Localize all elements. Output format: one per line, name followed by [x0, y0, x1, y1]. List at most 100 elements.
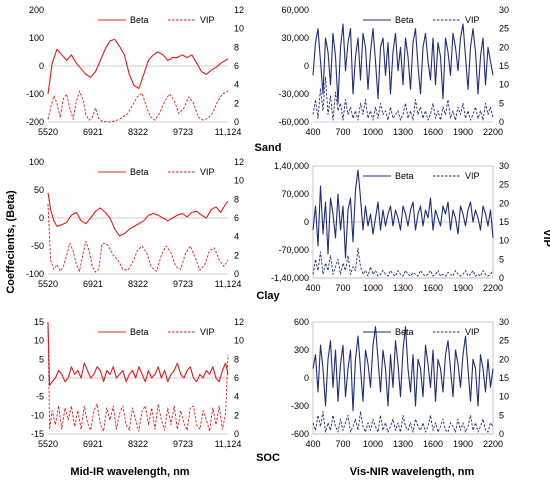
series-line-vip	[312, 411, 494, 433]
y-left-tick-label: -600	[291, 429, 309, 439]
x-tick-label: 400	[305, 283, 320, 293]
x-axis-title-left: Mid-IR wavelength, nm	[70, 466, 189, 478]
y-right-tick-label: 0	[234, 269, 239, 279]
chart-clay-visnir: 1,40,000 70,000 0 -70,000 -1,40,000 30 25 20 15 1…	[271, 161, 509, 293]
x-tick-label: 400	[305, 127, 320, 137]
y-left-tick-label: -5	[36, 392, 44, 402]
x-tick-label: 1900	[453, 283, 473, 293]
y-left-tick-label: -15	[31, 429, 44, 439]
y-left-tick-label: 0	[39, 373, 44, 383]
x-tick-label: 700	[335, 439, 350, 449]
x-tick-label: 11,124	[215, 127, 242, 137]
y-left-tick-label: 100	[29, 33, 44, 43]
y-right-tick-label: 15	[499, 217, 509, 227]
y-right-tick-label: 20	[499, 198, 509, 208]
x-tick-label: 6921	[83, 439, 103, 449]
y-right-tick-label: 0	[234, 117, 239, 127]
y-right-tick-label: 25	[499, 180, 509, 190]
y-right-tick-label: 30	[499, 5, 509, 15]
legend-label-vip: VIP	[200, 15, 215, 25]
y-right-tick-label: 6	[234, 61, 239, 71]
y-left-tick-label: -100	[26, 269, 44, 279]
x-tick-label: 2200	[483, 439, 503, 449]
y-left-tick-label: -70,000	[278, 245, 309, 255]
series-line-vip	[312, 247, 494, 277]
y-right-tick-label: 10	[234, 24, 244, 34]
x-tick-label: 400	[305, 439, 320, 449]
row-label-soc: SOC	[256, 452, 280, 464]
y-right-tick-label: 25	[499, 336, 509, 346]
y-right-tick-label: 2	[234, 98, 239, 108]
x-tick-label: 8322	[128, 127, 148, 137]
legend-label-beta: Beta	[395, 327, 414, 337]
series-line-beta	[312, 23, 494, 104]
x-tick-label: 11,124	[215, 439, 242, 449]
x-tick-label: 1600	[423, 439, 443, 449]
y-right-tick-label: 5	[499, 410, 504, 420]
y-right-tick-label: 0	[499, 117, 504, 127]
x-tick-label: 11,124	[215, 279, 242, 289]
y-left-tick-label: 50	[34, 185, 44, 195]
x-tick-label: 5520	[38, 127, 58, 137]
y-left-tick-label: 5	[39, 354, 44, 364]
x-tick-label: 700	[335, 127, 350, 137]
y-left-tick-label: -300	[291, 401, 309, 411]
y-right-tick-label: 10	[499, 80, 509, 90]
legend-label-beta: Beta	[130, 167, 149, 177]
y-right-tick-label: 20	[499, 42, 509, 52]
y-left-tick-label: 60,000	[281, 5, 309, 15]
y-right-tick-label: 10	[234, 176, 244, 186]
series-line-vip	[47, 203, 229, 273]
y-right-tick-label: 8	[234, 194, 239, 204]
y-left-tick-label: -50	[31, 241, 44, 251]
y-left-tick-label: -200	[26, 117, 44, 127]
x-tick-label: 1600	[423, 283, 443, 293]
y-right-tick-label: 6	[234, 213, 239, 223]
y-left-tick-label: 600	[294, 317, 309, 327]
x-tick-label: 9723	[173, 279, 193, 289]
x-tick-label: 6921	[83, 279, 103, 289]
y-right-tick-label: 2	[234, 250, 239, 260]
y-left-tick-label: -100	[26, 89, 44, 99]
y-left-tick-label: 1,40,000	[274, 161, 309, 171]
y-right-tick-label: 30	[499, 317, 509, 327]
row-label-sand: Sand	[255, 142, 282, 154]
y-left-tick-label: 300	[294, 345, 309, 355]
y-right-tick-label: 12	[234, 317, 244, 327]
y-left-tick-label: -10	[31, 410, 44, 420]
legend-label-vip: VIP	[465, 15, 480, 25]
y-left-tick-label: -1,40,000	[271, 273, 309, 283]
chart-sand-visnir: 60,000 30,000 0 -30,000 -60,000 30 25 20 15 10 5 0 4…	[278, 5, 509, 137]
x-tick-label: 1000	[363, 127, 383, 137]
series-line-beta	[47, 38, 229, 95]
x-tick-label: 5520	[38, 279, 58, 289]
x-tick-label: 9723	[173, 127, 193, 137]
y-left-tick-label: 10	[34, 336, 44, 346]
chart-soc-midir: 15 10 5 0 -5 -10 -15 12 10 8 6 4 2 0 5520 6921 8322 9723 1…	[31, 317, 244, 449]
legend-label-vip: VIP	[200, 327, 215, 337]
x-tick-label: 1600	[423, 127, 443, 137]
legend-label-vip: VIP	[465, 327, 480, 337]
y-left-tick-label: 100	[29, 157, 44, 167]
y-right-tick-label: 15	[499, 373, 509, 383]
y-right-tick-label: 8	[234, 354, 239, 364]
y-left-tick-label: 0	[304, 373, 309, 383]
y-left-tick-label: 15	[34, 317, 44, 327]
y-right-tick-label: 10	[234, 336, 244, 346]
y-left-tick-label: 200	[29, 5, 44, 15]
x-tick-label: 1000	[363, 283, 383, 293]
y-right-tick-label: 10	[499, 392, 509, 402]
y-right-tick-label: 25	[499, 24, 509, 34]
x-tick-label: 700	[335, 283, 350, 293]
y-right-tick-label: 5	[499, 98, 504, 108]
x-tick-label: 1300	[393, 127, 413, 137]
y-right-tick-label: 0	[234, 429, 239, 439]
y-left-tick-label: 0	[39, 61, 44, 71]
y-left-tick-label: 70,000	[281, 189, 309, 199]
y-right-tick-label: 0	[499, 273, 504, 283]
y-left-tick-label: 0	[39, 213, 44, 223]
chart-soc-visnir: 600 300 0 -300 -600 30 25 20 15 10 5 0 400 700 1000 130…	[291, 317, 509, 449]
x-tick-label: 1900	[453, 127, 473, 137]
